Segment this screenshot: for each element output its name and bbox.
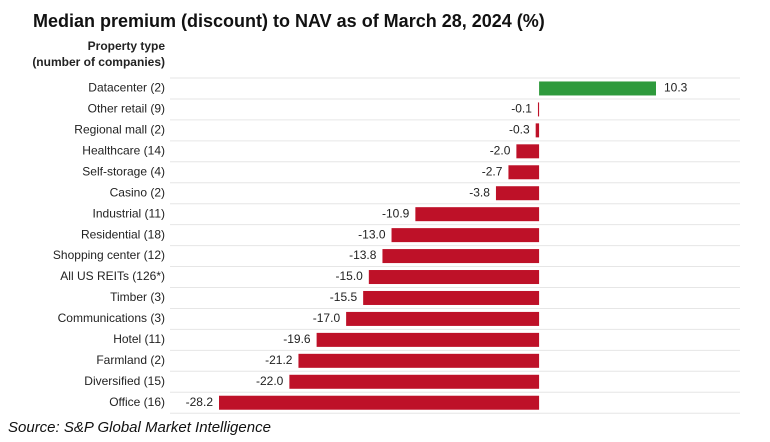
bar	[516, 144, 540, 159]
bar	[289, 374, 540, 389]
axis-header: (number of companies)	[32, 55, 165, 69]
category-label: Office (16)	[109, 395, 165, 409]
bar	[508, 165, 540, 180]
bar	[363, 290, 540, 305]
category-label: Communications (3)	[58, 311, 165, 325]
value-label: -15.5	[330, 290, 358, 304]
value-label: -19.6	[283, 332, 311, 346]
bar	[537, 102, 540, 117]
bar	[298, 353, 540, 368]
bar	[368, 270, 540, 285]
category-label: Hotel (11)	[113, 332, 165, 346]
category-label: Regional mall (2)	[74, 123, 165, 137]
value-label: -22.0	[256, 374, 284, 388]
value-label: -13.8	[349, 248, 377, 262]
value-label: -10.9	[382, 206, 410, 220]
bar	[219, 395, 540, 410]
value-label: -15.0	[335, 269, 363, 283]
value-label: -0.1	[511, 102, 532, 116]
category-label: Datacenter (2)	[88, 81, 165, 95]
category-label: Self-storage (4)	[82, 164, 165, 178]
bar	[316, 332, 540, 347]
category-label: Residential (18)	[81, 227, 165, 241]
category-label: Timber (3)	[110, 290, 165, 304]
value-label: -0.3	[509, 123, 530, 137]
axis-header: Property type	[88, 39, 166, 53]
bar	[415, 207, 540, 222]
category-label: Healthcare (14)	[82, 143, 165, 157]
source: Source: S&P Global Market Intelligence	[8, 419, 271, 436]
chart-title: Median premium (discount) to NAV as of M…	[33, 11, 545, 31]
category-label: Casino (2)	[110, 185, 165, 199]
bar	[495, 186, 540, 201]
category-label: All US REITs (126*)	[60, 269, 165, 283]
value-label: -17.0	[313, 311, 341, 325]
bar	[382, 249, 540, 264]
value-label: -2.7	[482, 164, 503, 178]
value-label: 10.3	[664, 81, 688, 95]
value-label: -3.8	[469, 185, 490, 199]
category-label: Other retail (9)	[88, 102, 165, 116]
category-label: Diversified (15)	[84, 374, 165, 388]
category-label: Industrial (11)	[93, 206, 165, 220]
value-label: -28.2	[186, 395, 214, 409]
bar	[539, 81, 656, 96]
value-label: -13.0	[358, 227, 386, 241]
category-label: Farmland (2)	[96, 353, 165, 367]
category-label: Shopping center (12)	[53, 248, 165, 262]
value-label: -21.2	[265, 353, 293, 367]
value-label: -2.0	[490, 143, 511, 157]
bar	[535, 123, 540, 138]
bar	[346, 311, 540, 326]
bar	[391, 228, 540, 243]
